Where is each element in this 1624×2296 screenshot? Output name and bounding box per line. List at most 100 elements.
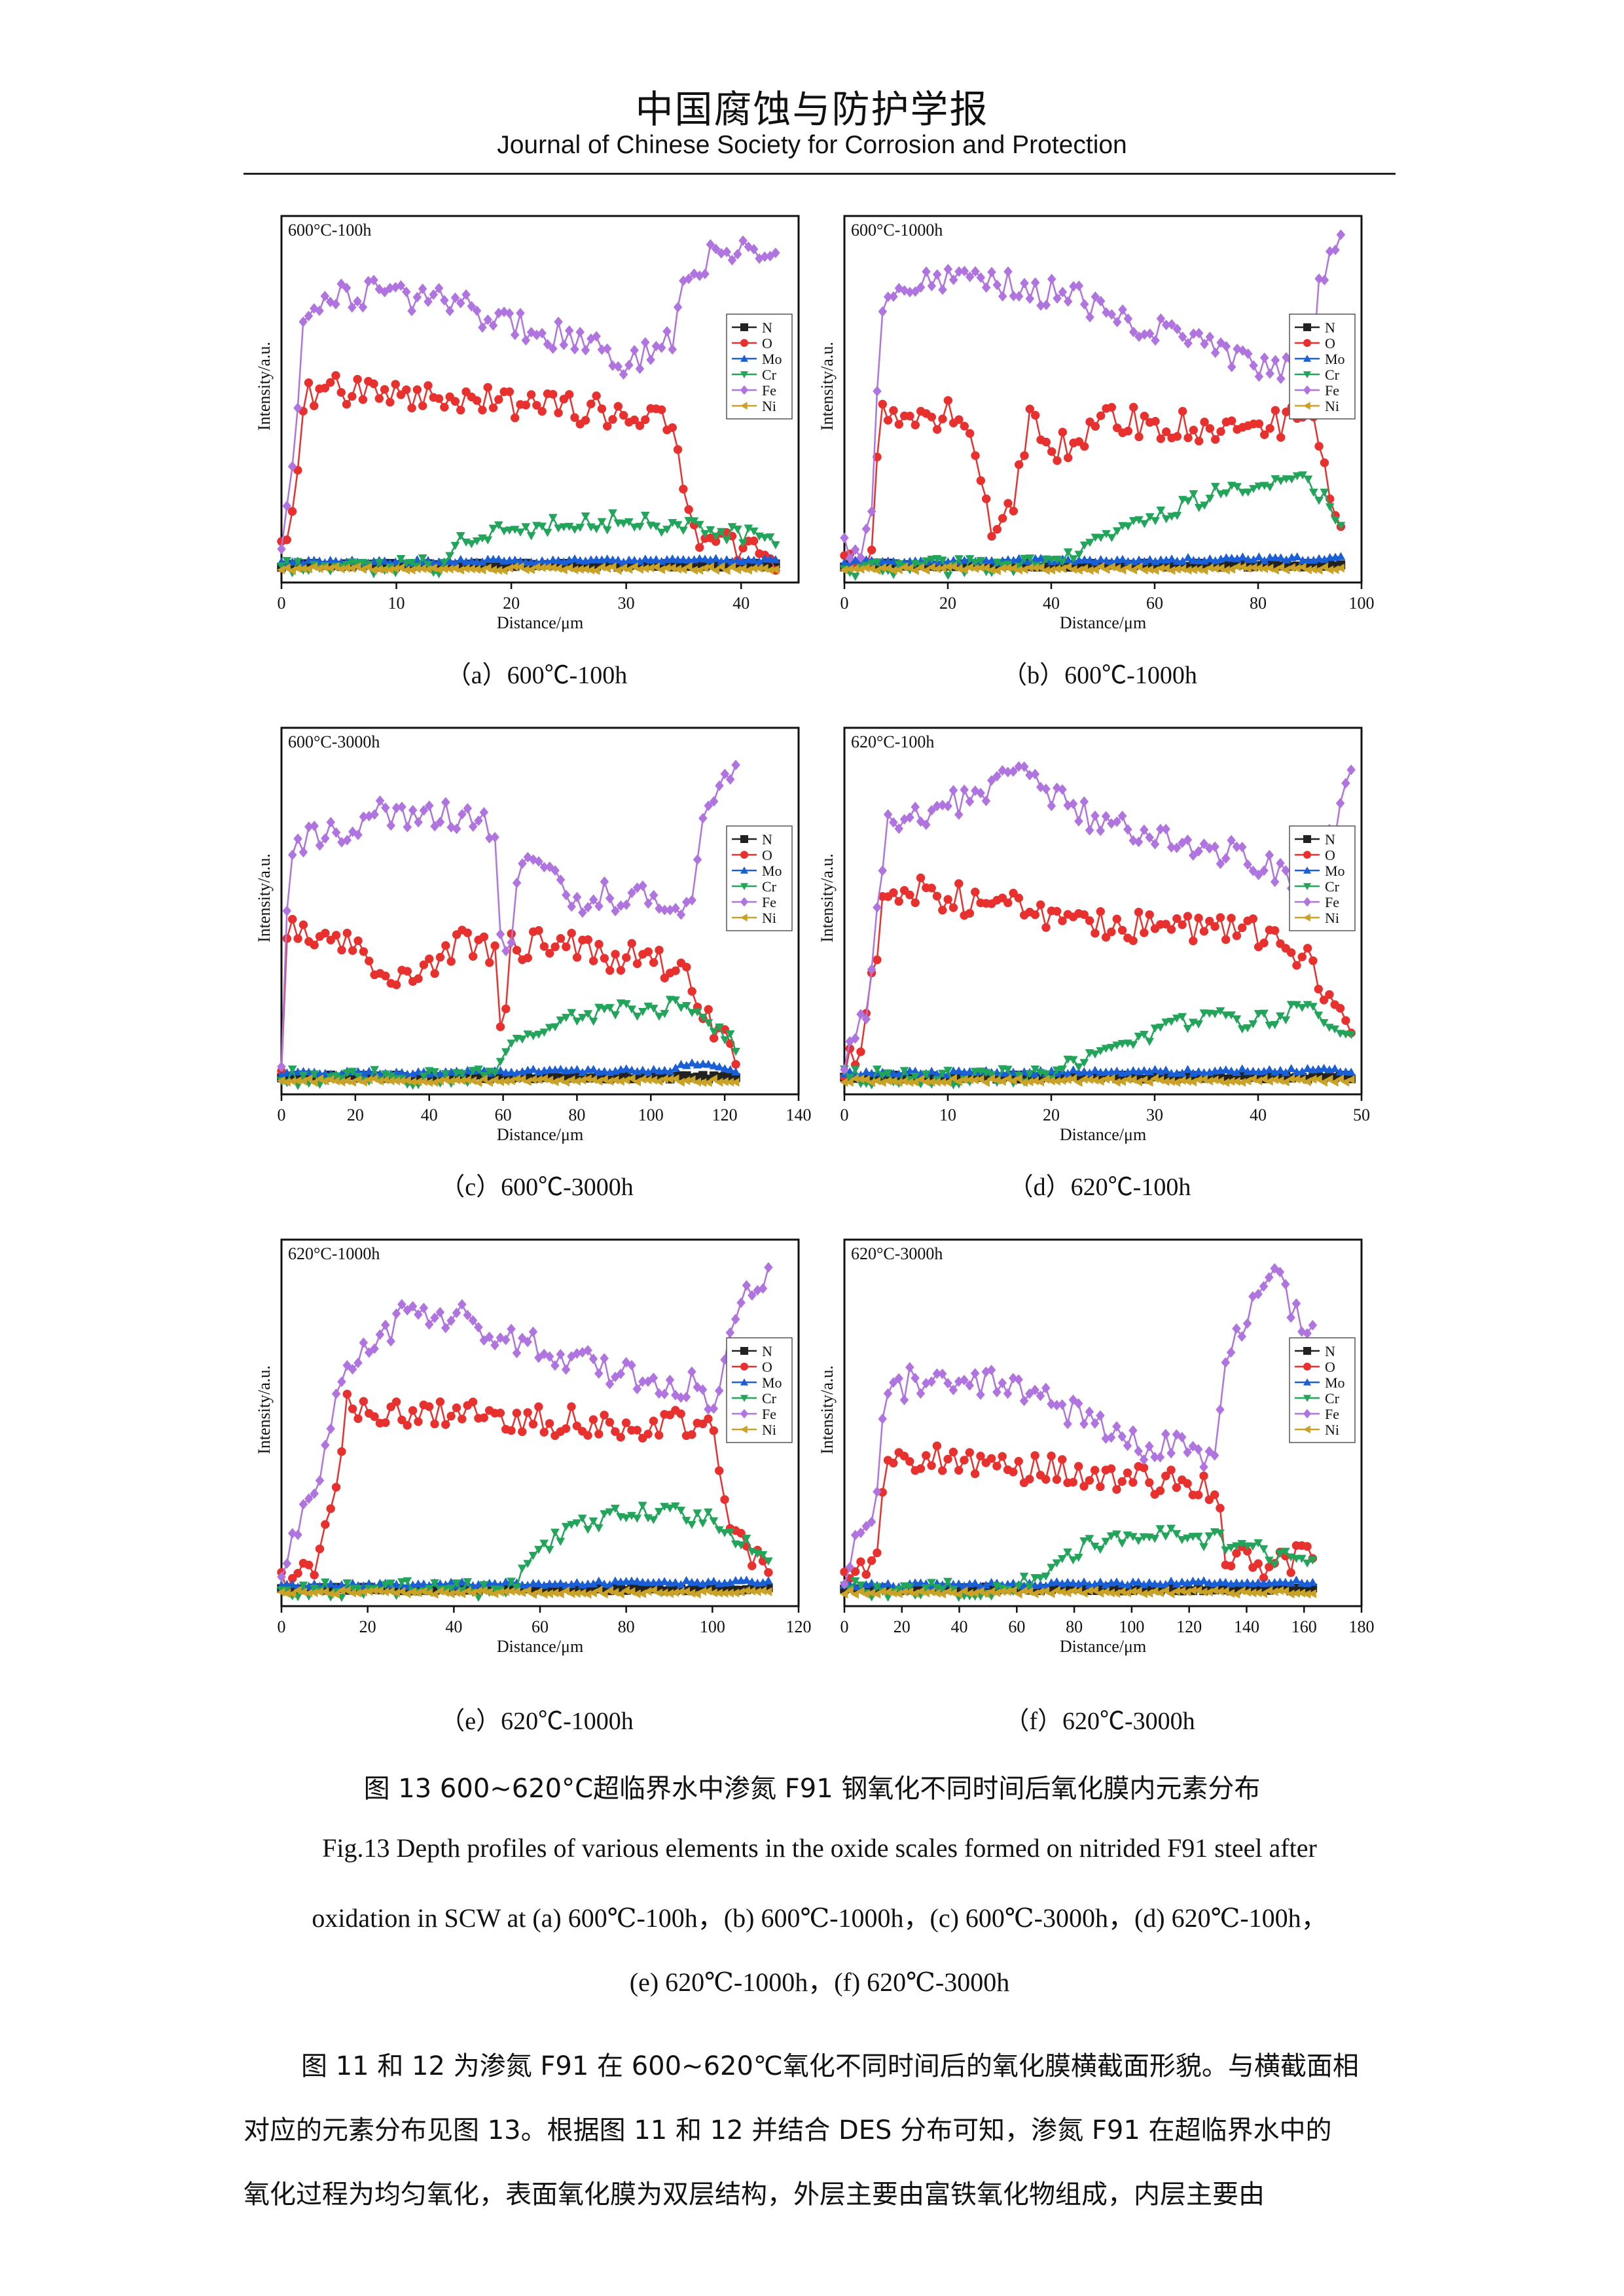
journal-title-en: Journal of Chinese Society for Corrosion… xyxy=(497,131,1127,159)
body-text: 图 11 和 12 为渗氮 F91 在 600~620℃氧化不同时间后的氧化膜横… xyxy=(244,2034,1396,2227)
chart-svg-e: 0 20 40 60 80 100 120 Distance/μm Intensity/a.u.… xyxy=(255,1238,812,1656)
body-line-2: 对应的元素分布见图 13。根据图 11 和 12 并结合 DES 分布可知，渗氮… xyxy=(244,2115,1332,2145)
legend-box xyxy=(726,314,793,420)
legend-marker-mo xyxy=(740,1378,748,1386)
legend-box xyxy=(726,825,793,931)
series-fe xyxy=(840,1263,1318,1590)
x-tick-label: 100 xyxy=(1119,1617,1144,1636)
panel-title: 600°C-100h xyxy=(288,221,371,240)
x-tick-label: 60 xyxy=(532,1617,549,1636)
x-tick-label: 20 xyxy=(503,594,520,613)
x-tick-label: 20 xyxy=(347,1105,364,1124)
series-markers-mo xyxy=(840,1064,1356,1079)
x-tick-label: 120 xyxy=(712,1105,738,1124)
panel-title: 600°C-1000h xyxy=(851,221,943,240)
x-tick-label: 100 xyxy=(1349,594,1375,613)
header-rule xyxy=(244,173,1396,175)
x-tick-label: 20 xyxy=(1043,1105,1060,1124)
legend-label-mo: Mo xyxy=(1325,1374,1345,1391)
x-tick-label: 40 xyxy=(1250,1105,1267,1124)
series-o xyxy=(840,873,1356,1082)
legend-marker-mo xyxy=(1303,355,1311,362)
legend-label-cr: Cr xyxy=(762,1390,777,1407)
legend-marker-cr xyxy=(1303,371,1311,378)
legend-label-mo: Mo xyxy=(1325,351,1345,367)
subcaption-d: （d）620℃-100h xyxy=(1008,1174,1191,1201)
legend-marker-ni xyxy=(740,914,748,922)
legend-marker-ni xyxy=(740,1426,748,1433)
series-o xyxy=(277,1390,773,1595)
legend-marker-o xyxy=(1303,1363,1311,1371)
series-markers-ni xyxy=(276,1585,772,1599)
legend-marker-o xyxy=(740,851,748,859)
legend-marker-n xyxy=(740,835,748,843)
x-tick-label: 80 xyxy=(1250,594,1267,613)
series-ni xyxy=(839,1073,1355,1087)
x-tick-label: 20 xyxy=(893,1617,911,1636)
chart-svg-f: 0 20 40 60 80 100 120 140 160 180 Distance/μm Inten… xyxy=(818,1238,1375,1656)
legend-label-mo: Mo xyxy=(1325,863,1345,879)
series-markers-cr xyxy=(277,509,780,579)
x-tick-label: 20 xyxy=(359,1617,376,1636)
x-tick-label: 60 xyxy=(1008,1617,1025,1636)
legend-label-o: O xyxy=(762,1359,772,1375)
x-axis-label: Distance/μm xyxy=(497,613,583,632)
series-mo xyxy=(840,1575,1318,1591)
panel-title: 620°C-3000h xyxy=(851,1244,943,1263)
x-tick-label: 100 xyxy=(638,1105,664,1124)
series-markers-cr xyxy=(277,1501,773,1602)
legend-label-ni: Ni xyxy=(762,398,776,414)
chart-svg-a: 0 10 20 30 40 Distance/μm Intensity/a.u. 600°C-… xyxy=(255,215,800,632)
x-axis-label: Distance/μm xyxy=(1060,613,1146,632)
subcaption-a: （a）600℃-100h xyxy=(446,662,628,689)
subcaption-f: （f）620℃-3000h xyxy=(1004,1708,1195,1735)
x-tick-label: 0 xyxy=(278,594,286,613)
series-fe xyxy=(840,229,1346,564)
legend-label-ni: Ni xyxy=(1325,1422,1339,1438)
series-markers-fe xyxy=(840,1263,1318,1590)
series-markers-ni xyxy=(839,1585,1316,1599)
legend-label-cr: Cr xyxy=(762,878,777,895)
series-fe xyxy=(277,235,780,555)
x-tick-label: 140 xyxy=(1234,1617,1259,1636)
x-tick-label: 80 xyxy=(1066,1617,1083,1636)
series-ni xyxy=(276,562,780,575)
legend-label-n: N xyxy=(762,1343,772,1359)
series-fe xyxy=(277,759,740,1072)
series-fe xyxy=(277,1262,773,1583)
legend-label-ni: Ni xyxy=(762,1422,776,1438)
legend-marker-n xyxy=(1303,835,1311,843)
legend-label-fe: Fe xyxy=(762,894,776,910)
legend-label-cr: Cr xyxy=(1325,878,1340,895)
legend-marker-fe xyxy=(1303,897,1311,907)
legend-label-cr: Cr xyxy=(1325,1390,1340,1407)
legend-marker-n xyxy=(740,323,748,331)
legend-label-n: N xyxy=(1325,831,1335,848)
legend-label-cr: Cr xyxy=(762,367,777,383)
x-tick-label: 0 xyxy=(278,1617,286,1636)
x-tick-label: 40 xyxy=(1043,594,1060,613)
series-markers-ni xyxy=(839,562,1344,575)
subcaption-e: （e）620℃-1000h xyxy=(440,1708,634,1735)
legend-label-n: N xyxy=(1325,319,1335,336)
legend-label-mo: Mo xyxy=(762,351,782,367)
legend-box xyxy=(1289,825,1356,931)
y-axis-label: Intensity/a.u. xyxy=(255,853,274,942)
panel-title: 620°C-100h xyxy=(851,732,934,751)
legend-box xyxy=(1289,314,1356,420)
series-ni xyxy=(276,1073,740,1087)
x-tick-label: 40 xyxy=(421,1105,438,1124)
figure-caption-en-2: oxidation in SCW at (a) 600℃-100h，(b) 60… xyxy=(312,1903,1327,1933)
legend-marker-n xyxy=(1303,323,1311,331)
legend-label-cr: Cr xyxy=(1325,367,1340,383)
y-axis-label: Intensity/a.u. xyxy=(255,1365,274,1454)
legend-marker-fe xyxy=(1303,385,1311,395)
x-tick-label: 80 xyxy=(568,1105,585,1124)
legend-marker-cr xyxy=(740,883,748,890)
page-header: 中国腐蚀与防护学报 Journal of Chinese Society for… xyxy=(0,0,1624,171)
body-line-3: 氧化过程为均匀氧化，表面氧化膜为双层结构，外层主要由富铁氧化物组成，内层主要由 xyxy=(244,2179,1265,2210)
